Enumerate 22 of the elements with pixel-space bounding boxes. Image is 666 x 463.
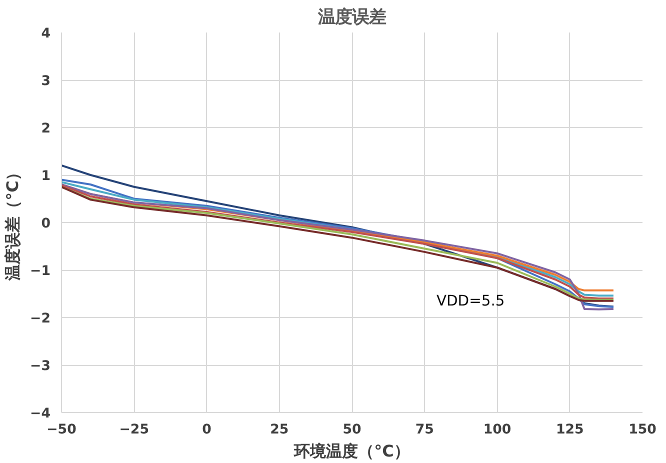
- x-tick-label: 25: [270, 422, 289, 438]
- y-tick-label: −1: [30, 264, 51, 279]
- y-tick-label: 4: [41, 26, 51, 42]
- x-tick-label: 125: [556, 422, 584, 438]
- y-tick-label: 3: [41, 74, 51, 89]
- y-tick-label: 2: [41, 122, 51, 136]
- y-tick-label: 1: [41, 169, 51, 184]
- y-tick-label: 0: [41, 216, 51, 232]
- y-tick-label: −4: [30, 406, 51, 422]
- y-tick-label: −3: [30, 359, 51, 374]
- x-tick-label: 150: [628, 422, 656, 438]
- x-tick-label: −25: [119, 422, 149, 438]
- chart-title: 温度误差: [317, 8, 386, 28]
- x-axis-title: 环境温度（°C）: [293, 442, 410, 460]
- y-tick-label: −2: [30, 312, 51, 326]
- x-tick-label: 100: [483, 422, 512, 438]
- y-axis-title: 温度误差（°C）: [3, 164, 22, 282]
- x-tick-label: 50: [342, 422, 362, 438]
- x-tick-label: 75: [415, 422, 434, 438]
- x-tick-label: −50: [46, 422, 76, 438]
- x-tick-label: 0: [202, 422, 212, 438]
- annotation: VDD=5.5: [436, 292, 505, 310]
